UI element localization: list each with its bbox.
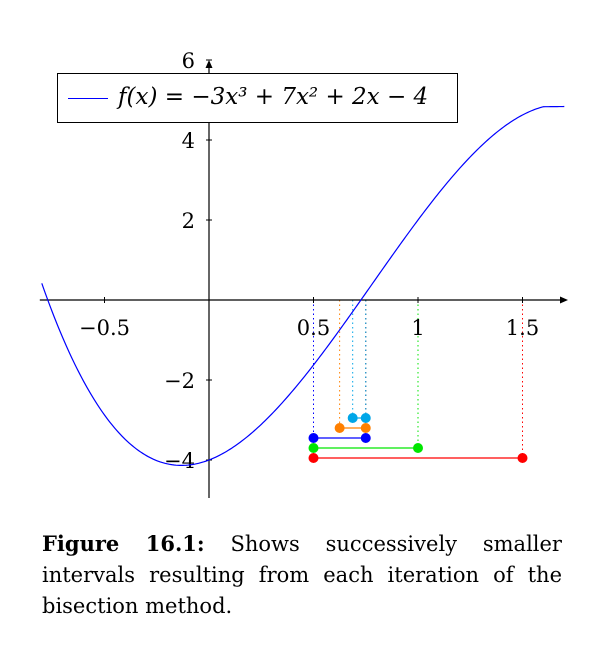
interval-right-endpoint <box>360 423 371 433</box>
y-axis-arrow <box>205 60 213 68</box>
y-tick-label: −2 <box>164 369 195 393</box>
y-tick-label: −4 <box>164 449 195 473</box>
x-tick-label: 0.5 <box>297 316 330 340</box>
x-tick-label: 1.5 <box>506 316 539 340</box>
caption-text: Shows successively smaller intervals res… <box>42 532 562 618</box>
y-tick-label: 4 <box>182 129 195 153</box>
interval-left-endpoint <box>308 453 319 463</box>
y-tick-label: 6 <box>182 49 195 73</box>
interval-left-endpoint <box>334 423 345 433</box>
function-curve <box>41 105 565 467</box>
axis-ticks: −0.5 0.5 1 1.5 −4 −2 2 4 6 <box>79 49 539 473</box>
x-tick-label: 1 <box>411 316 424 340</box>
legend-label: f(x) = −3x³ + 7x² + 2x − 4 <box>118 84 429 110</box>
interval-right-endpoint <box>517 453 528 463</box>
legend-line-swatch <box>68 98 108 99</box>
caption-label: Figure 16.1: <box>42 531 205 556</box>
interval-guide-lines <box>313 300 523 458</box>
interval-right-endpoint <box>413 443 423 453</box>
legend: f(x) = −3x³ + 7x² + 2x − 4 <box>57 73 458 123</box>
y-tick-label: 2 <box>182 209 195 233</box>
interval-left-endpoint <box>308 433 319 443</box>
x-tick-label: −0.5 <box>79 316 130 340</box>
interval-left-endpoint <box>347 413 358 423</box>
bisection-plot: −0.5 0.5 1 1.5 −4 −2 2 4 6 <box>39 49 568 498</box>
x-axis-arrow <box>560 296 568 304</box>
bisection-intervals <box>308 413 528 463</box>
figure-caption: Figure 16.1: Shows successively smaller … <box>42 528 562 622</box>
interval-right-endpoint <box>360 433 371 443</box>
interval-left-endpoint <box>308 443 319 453</box>
interval-right-endpoint <box>360 413 371 423</box>
